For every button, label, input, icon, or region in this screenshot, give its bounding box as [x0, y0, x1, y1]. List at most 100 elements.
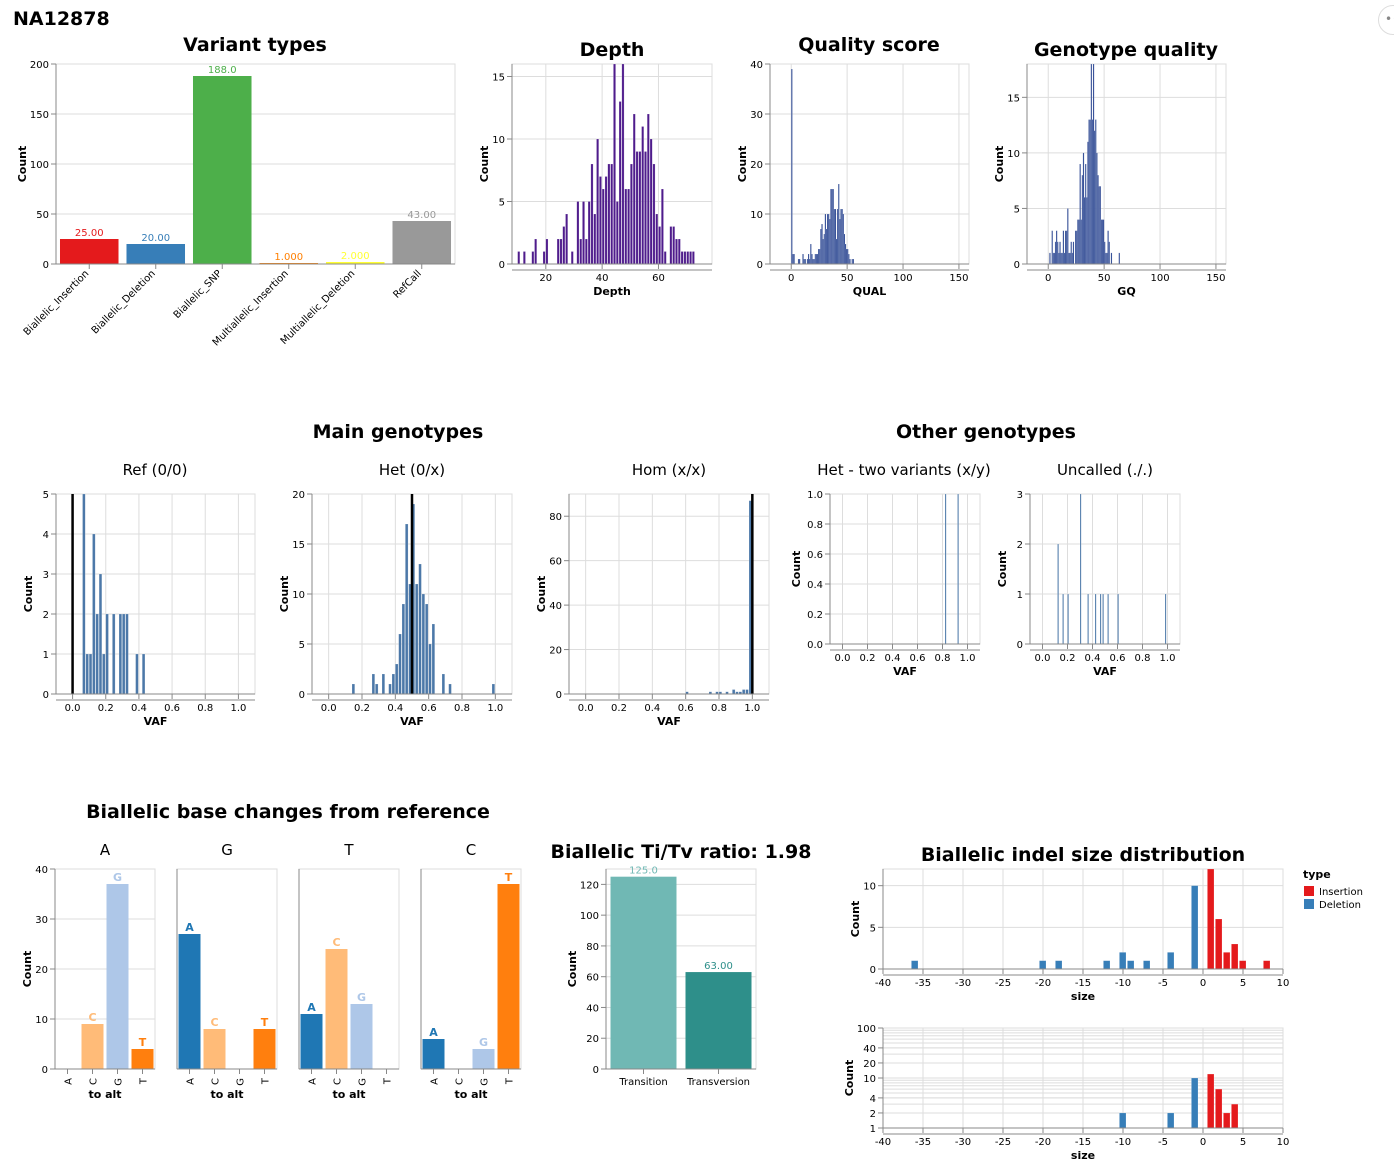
chart-7: Het - two variants (x/y) 0.0 0.2 0.4 0.6 0.8 1…: [790, 461, 991, 678]
chart-2: Quality score 0 10 20 30 40 0 50 100 150 QUAL Count: [736, 34, 970, 298]
x-tick-label: 1.0: [487, 703, 503, 714]
histogram-bar: [534, 238, 538, 265]
histogram-bar: [398, 633, 402, 695]
x-axis-title: size: [1071, 990, 1095, 1003]
y-tick-label: 15: [292, 540, 305, 551]
y-tick-label: 100: [857, 1024, 876, 1035]
y-tick-label: 100: [30, 160, 49, 171]
x-axis-title: to alt: [88, 1088, 121, 1101]
y-tick-label: 4: [43, 530, 49, 541]
x-category-label: G: [358, 1078, 369, 1086]
x-tick-label: 60: [652, 273, 665, 284]
x-tick-label: -35: [915, 1137, 931, 1148]
histogram-bar: [1231, 943, 1239, 970]
y-tick-label: 30: [35, 915, 48, 926]
x-tick-label: 1.0: [744, 703, 760, 714]
y-tick-label: 80: [549, 512, 562, 523]
x-tick-label: 0.8: [711, 703, 727, 714]
histogram-bar: [1117, 593, 1119, 645]
y-tick-label: 3: [43, 570, 49, 581]
bar-value-label: 2.000: [341, 251, 370, 262]
bar-value-label: T: [505, 871, 513, 884]
y-tick-label: 40: [549, 601, 562, 612]
chart-14: Biallelic indel size distribution 0 5 10 -40…: [849, 844, 1289, 1003]
y-tick-label: 2: [1017, 540, 1023, 551]
x-tick-label: 50: [1098, 273, 1111, 284]
chart-8: Uncalled (./.) 0 1 2 3 0.0 0.2 0.4 0.6 0.8 1.0 VAF C…: [996, 461, 1181, 678]
y-axis-title: Count: [849, 901, 862, 938]
x-tick-label: 0.8: [1135, 653, 1151, 664]
x-axis-title: to alt: [332, 1088, 365, 1101]
x-tick-label: 0.0: [1035, 653, 1051, 664]
histogram-bar: [675, 238, 678, 265]
histogram-bar: [632, 113, 636, 265]
x-tick-label: 0.2: [611, 703, 627, 714]
x-category-label: G: [236, 1078, 247, 1086]
bar-value-label: C: [332, 936, 340, 949]
histogram-bar: [663, 251, 667, 265]
y-tick-label: 5: [43, 490, 49, 501]
x-tick-label: 5: [1240, 978, 1246, 989]
x-tick-label: 0.8: [197, 703, 213, 714]
chart-title: Quality score: [798, 34, 940, 56]
histogram-bar: [601, 188, 605, 265]
y-tick-label: 10: [750, 210, 763, 221]
histogram-bar: [1164, 593, 1167, 645]
chart-title: C: [466, 841, 476, 859]
y-tick-label: 150: [30, 110, 49, 121]
bar-value-label: 188.0: [208, 65, 237, 76]
histogram-bar: [88, 653, 93, 695]
y-tick-label: 100: [580, 911, 599, 922]
histogram-bar: [85, 653, 89, 695]
sample-title: NA12878: [13, 8, 110, 30]
y-tick-label: 15: [1007, 93, 1020, 104]
x-tick-label: 0.4: [131, 703, 147, 714]
histogram-bar: [607, 163, 611, 265]
x-tick-label: 40: [596, 273, 609, 284]
histogram-bar: [118, 613, 122, 695]
histogram-bar: [579, 238, 583, 265]
x-tick-label: 0.8: [935, 653, 951, 664]
histogram-bar: [1102, 593, 1104, 645]
histogram-bar: [1057, 543, 1059, 645]
x-tick-label: 0.4: [885, 653, 901, 664]
y-tick-label: 4: [870, 1094, 876, 1105]
histogram-bar: [491, 683, 495, 695]
histogram-bar: [428, 643, 432, 695]
bar-value-label: C: [210, 1016, 218, 1029]
histogram-bar: [630, 163, 633, 265]
x-axis-title: QUAL: [853, 285, 886, 298]
x-category-label: G: [480, 1078, 491, 1086]
y-tick-label: 60: [586, 973, 599, 984]
y-tick-label: 20: [549, 646, 562, 657]
chart-6: Hom (x/x) 0 20 40 60 80 0.0 0.2 0.4 0.6 0.8 1.0 VAF C…: [535, 461, 770, 728]
legend-swatch-deletion: [1304, 899, 1314, 909]
y-tick-label: 0: [757, 260, 763, 271]
histogram-bar: [95, 613, 99, 695]
bar: [126, 244, 186, 264]
histogram-bar: [1167, 1112, 1175, 1129]
x-category-label: C: [211, 1078, 222, 1085]
histogram-bar: [599, 176, 602, 265]
histogram-bar: [1215, 918, 1223, 970]
bar-value-label: T: [139, 1036, 147, 1049]
y-tick-label: 5: [499, 198, 505, 209]
bar: [325, 262, 385, 264]
x-tick-label: 0.0: [835, 653, 851, 664]
y-tick-label: 1: [43, 650, 49, 661]
x-category-label: A: [64, 1078, 75, 1085]
bar-value-label: 25.00: [75, 228, 104, 239]
x-tick-label: 0.2: [1060, 653, 1076, 664]
bar: [392, 221, 452, 264]
y-tick-label: 20: [292, 490, 305, 501]
x-tick-label: 0.0: [578, 703, 594, 714]
histogram-bar: [635, 151, 639, 265]
histogram-bar: [627, 188, 630, 265]
histogram-bar: [1231, 1103, 1239, 1129]
histogram-bar: [1067, 593, 1069, 645]
histogram-bar: [531, 251, 535, 265]
histogram-bar: [1110, 252, 1113, 265]
x-category-label: Biallelic_Insertion: [22, 268, 92, 338]
histogram-bar: [1062, 593, 1064, 645]
chart-12: C A A C G G T Tto alt: [420, 841, 522, 1101]
